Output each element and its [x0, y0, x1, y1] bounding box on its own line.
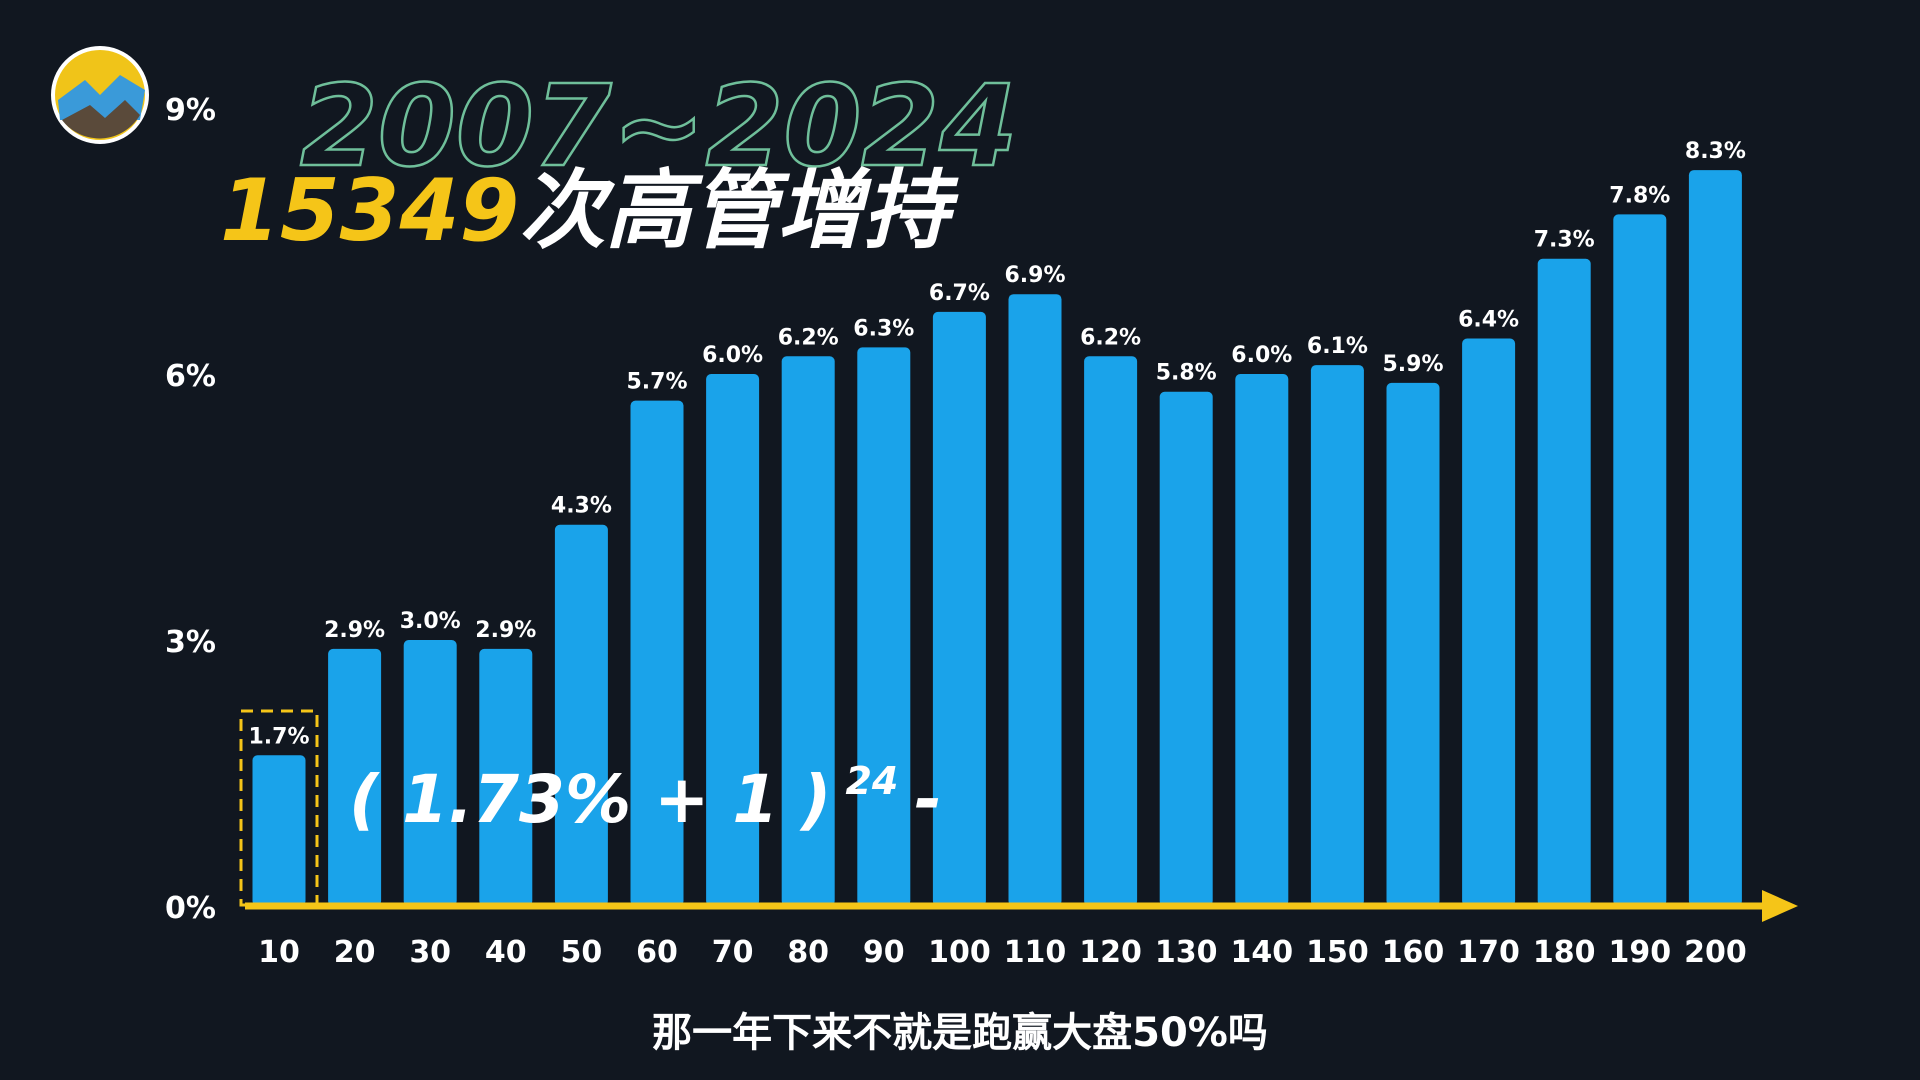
- caption: 那一年下来不就是跑赢大盘50%吗: [652, 1010, 1268, 1056]
- value-label: 5.8%: [1156, 361, 1217, 386]
- x-tick-label: 50: [561, 935, 603, 970]
- value-label: 4.3%: [551, 494, 612, 519]
- x-tick-label: 40: [485, 935, 527, 970]
- value-label: 3.0%: [400, 609, 461, 634]
- annotation-exponent: 24: [845, 759, 898, 803]
- value-label: 6.7%: [929, 281, 990, 306]
- x-tick-label: 60: [636, 935, 678, 970]
- y-tick-label: 0%: [165, 891, 216, 926]
- value-label: 6.3%: [853, 316, 914, 341]
- x-tick-label: 20: [334, 935, 376, 970]
- x-tick-label: 170: [1457, 935, 1520, 970]
- x-tick-label: 10: [258, 935, 300, 970]
- value-label: 2.9%: [324, 618, 385, 643]
- value-label: 7.3%: [1534, 228, 1595, 253]
- x-tick-label: 110: [1004, 935, 1067, 970]
- bar: [1310, 365, 1364, 907]
- annotation: ( 1.73% + 1 ) 24-: [349, 759, 942, 838]
- x-tick-label: 140: [1230, 935, 1293, 970]
- bar: [630, 400, 684, 906]
- bar: [706, 374, 760, 906]
- x-tick-label: 190: [1608, 935, 1671, 970]
- bar: [1613, 214, 1667, 906]
- x-tick-label: 70: [712, 935, 754, 970]
- value-label: 6.9%: [1004, 263, 1065, 288]
- bar: [1008, 294, 1062, 906]
- headline: 15349次高管增持: [220, 161, 959, 261]
- value-label: 5.7%: [626, 370, 687, 395]
- x-tick-label: 150: [1306, 935, 1369, 970]
- bar: [1688, 170, 1742, 907]
- bar: [1235, 374, 1289, 906]
- bar: [554, 524, 608, 906]
- x-tick-label: 120: [1079, 935, 1142, 970]
- y-tick-label: 6%: [165, 359, 216, 394]
- value-label: 5.9%: [1382, 352, 1443, 377]
- logo: [51, 46, 149, 144]
- value-label: 6.2%: [778, 325, 839, 350]
- headline-number: 15349: [220, 161, 519, 261]
- value-label: 2.9%: [475, 618, 536, 643]
- x-tick-label: 90: [863, 935, 905, 970]
- x-tick-label: 160: [1382, 935, 1445, 970]
- x-tick-label: 100: [928, 935, 991, 970]
- value-label: 6.1%: [1307, 334, 1368, 359]
- bar: [932, 311, 986, 906]
- title: 2007~2024: [300, 62, 1017, 192]
- bar: [1462, 338, 1516, 906]
- x-tick-label: 80: [787, 935, 829, 970]
- x-tick-label: 30: [409, 935, 451, 970]
- bar: [1084, 356, 1138, 906]
- x-axis-arrow: [1762, 890, 1798, 922]
- value-label: 8.3%: [1685, 139, 1746, 164]
- bar: [252, 755, 306, 906]
- value-label: 6.2%: [1080, 325, 1141, 350]
- value-label: 7.8%: [1609, 183, 1670, 208]
- bar: [403, 640, 457, 906]
- value-label: 6.0%: [702, 343, 763, 368]
- y-tick-label: 3%: [165, 625, 216, 660]
- bar: [1159, 391, 1213, 906]
- bar: [1386, 382, 1440, 906]
- bar: [781, 356, 835, 906]
- x-tick-label: 200: [1684, 935, 1747, 970]
- x-tick-label: 130: [1155, 935, 1218, 970]
- bar: [1537, 258, 1591, 906]
- bar: [328, 648, 382, 906]
- headline-text: 次高管增持: [519, 161, 959, 261]
- bar: [857, 347, 911, 906]
- value-label: 1.7%: [248, 724, 309, 749]
- y-tick-label: 9%: [165, 93, 216, 128]
- x-tick-label: 180: [1533, 935, 1596, 970]
- bar: [479, 648, 533, 906]
- value-label: 6.0%: [1231, 343, 1292, 368]
- annotation-base: ( 1.73% + 1 ): [349, 761, 831, 838]
- value-label: 6.4%: [1458, 308, 1519, 333]
- annotation-tail: -: [914, 761, 941, 838]
